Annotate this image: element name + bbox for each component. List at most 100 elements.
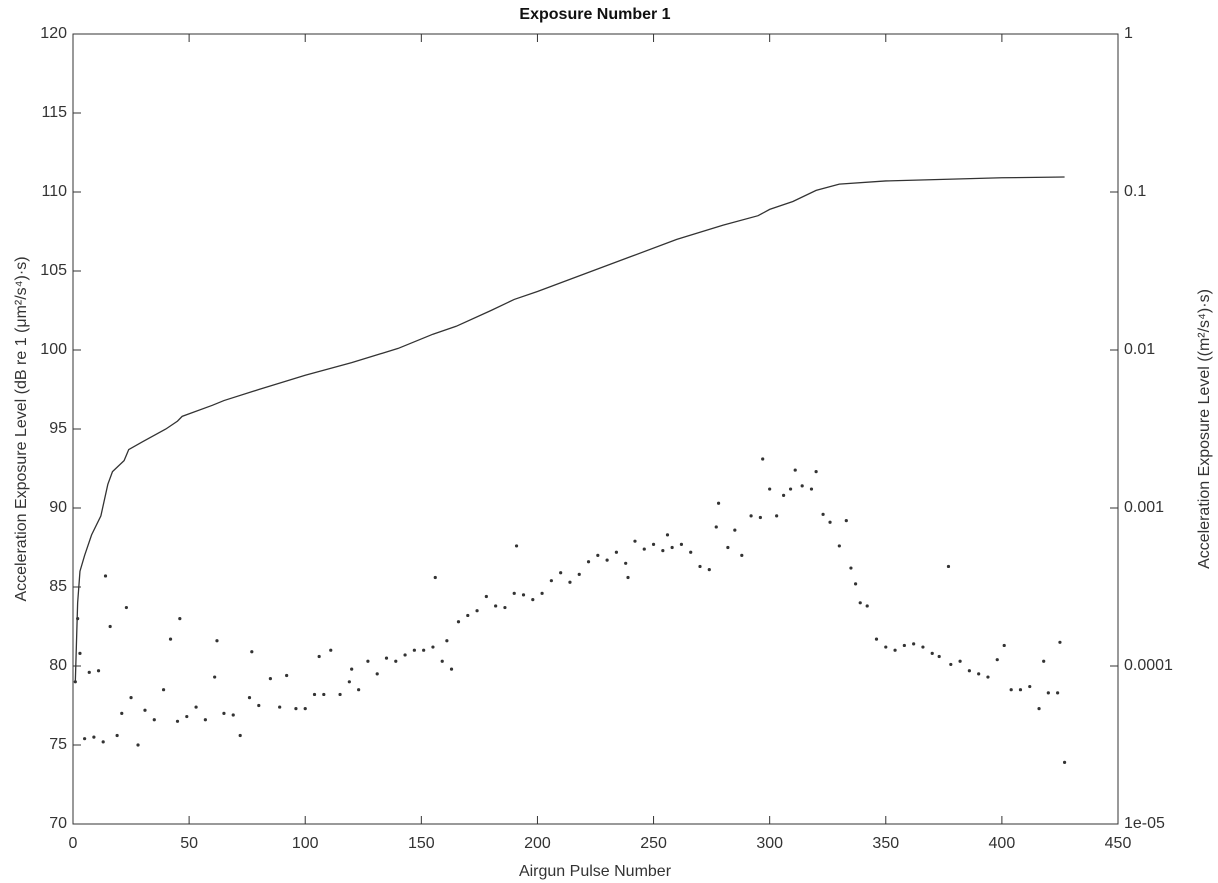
scatter-point: [788, 487, 793, 491]
scatter-point: [268, 677, 272, 681]
scatter-point: [586, 560, 591, 564]
scatter-point: [143, 708, 147, 712]
scatter-point: [494, 604, 498, 608]
x-tick-label: 150: [408, 835, 435, 852]
scatter-point: [512, 591, 516, 595]
scatter-point: [1058, 640, 1062, 644]
scatter-point: [215, 639, 219, 643]
scatter-point: [967, 669, 971, 673]
scatter-point: [596, 553, 600, 558]
scatter-point: [726, 545, 730, 550]
scatter-point: [733, 528, 737, 532]
scatter-point: [257, 703, 261, 708]
x-tick-label: 450: [1105, 835, 1132, 852]
scatter-point: [626, 575, 630, 580]
scatter-point: [549, 579, 553, 583]
scatter-point: [108, 624, 112, 629]
scatter-point: [761, 457, 765, 461]
scatter-point: [1009, 688, 1013, 692]
y-tick-label: 75: [49, 736, 67, 753]
scatter-point: [874, 637, 879, 641]
scatter-point: [120, 711, 124, 716]
scatter-point: [124, 605, 129, 610]
scatter-point: [902, 643, 906, 648]
scatter-point: [768, 487, 772, 491]
scatter-point: [312, 692, 317, 697]
scatter-point: [977, 672, 981, 676]
y-tick-label: 115: [41, 104, 67, 121]
scatter-point: [440, 659, 444, 663]
y-tick-label: 120: [40, 25, 67, 42]
scatter-point: [357, 688, 361, 692]
scatter-point: [456, 620, 461, 624]
scatter-point: [503, 605, 507, 610]
scatter-point: [1037, 707, 1041, 711]
scatter-point: [740, 553, 744, 558]
scatter-point: [433, 575, 437, 580]
scatter-point: [893, 648, 897, 652]
scatter-point: [449, 667, 454, 671]
scatter-point: [665, 533, 670, 537]
scatter-point: [422, 648, 426, 652]
scatter-point: [1046, 691, 1050, 695]
scatter-point: [679, 542, 684, 546]
scatter-point: [175, 719, 180, 723]
scatter-point: [484, 594, 488, 599]
scatter-point: [821, 512, 825, 516]
scatter-point: [814, 470, 818, 474]
scatter-point: [347, 680, 351, 684]
scatter-point: [651, 542, 656, 546]
scatter-point: [958, 659, 962, 663]
scatter-point: [78, 651, 82, 655]
scatter-point: [865, 604, 869, 608]
y-tick-label: 110: [41, 183, 67, 200]
y2-axis-label: Acceleration Exposure Level ((m²/s⁴)·s): [1196, 289, 1213, 569]
scatter-point: [930, 651, 934, 655]
x-tick-label: 100: [292, 835, 319, 852]
scatter-point: [213, 675, 217, 679]
scatter-point: [689, 550, 693, 554]
scatter-point: [445, 639, 449, 643]
scatter-point: [178, 617, 182, 621]
scatter-point: [194, 705, 198, 709]
scatter-point: [403, 653, 407, 657]
scatter-point: [96, 669, 101, 673]
scatter-point: [294, 707, 298, 711]
scatter-point: [995, 658, 999, 662]
scatter-point: [338, 692, 342, 697]
scatter-point: [670, 545, 674, 550]
scatter-point: [475, 609, 479, 613]
scatter-point: [1042, 659, 1046, 663]
x-tick-label: 400: [989, 835, 1016, 852]
x-axis-label: Airgun Pulse Number: [519, 863, 672, 880]
scatter-point: [559, 571, 563, 575]
scatter-point: [1062, 760, 1067, 764]
scatter-point: [614, 550, 619, 554]
y-axis-label: Acceleration Exposure Level (dB re 1 (μm…: [13, 256, 30, 601]
scatter-point: [642, 547, 646, 551]
y2-tick-label: 0.001: [1124, 499, 1164, 516]
scatter-point: [115, 733, 119, 738]
y2-tick-label: 1: [1124, 25, 1133, 42]
scatter-point: [714, 525, 718, 529]
x-tick-label: 0: [69, 835, 78, 852]
scatter-point: [809, 487, 814, 491]
scatter-point: [698, 564, 702, 569]
x-tick-label: 200: [524, 835, 551, 852]
scatter-point: [103, 574, 108, 578]
scatter-point: [466, 613, 470, 618]
scatter-point: [775, 514, 779, 518]
scatter-point: [412, 648, 416, 652]
scatter-point: [844, 519, 848, 523]
scatter-point: [92, 735, 96, 739]
scatter-point: [828, 520, 832, 524]
scatter-point: [83, 737, 87, 741]
y-tick-label: 70: [49, 815, 67, 832]
y2-tick-label: 0.0001: [1124, 657, 1173, 674]
y-tick-label: 90: [49, 499, 67, 516]
scatter-point: [758, 515, 762, 520]
scatter-point: [185, 714, 189, 719]
scatter-point: [136, 743, 140, 747]
y-tick-label: 100: [40, 341, 67, 358]
